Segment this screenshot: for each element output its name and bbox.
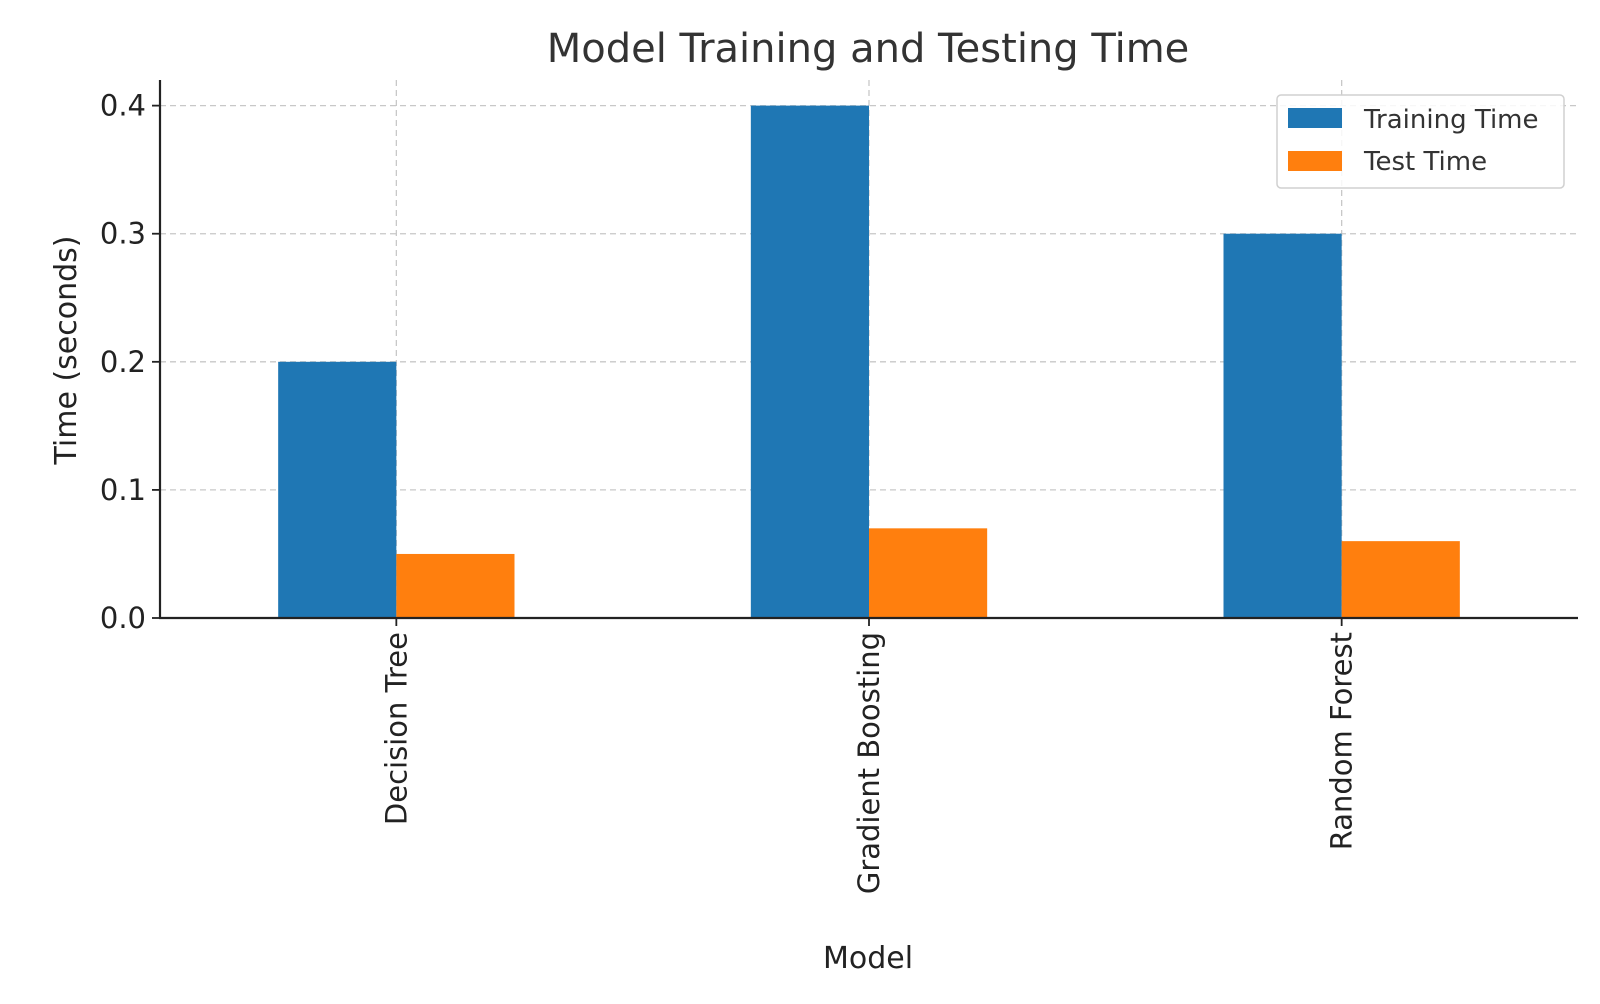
- x-tick-label-random-forest: Random Forest: [1325, 632, 1359, 850]
- bar-test-time-gradient-boosting: [869, 528, 988, 618]
- legend: Training Time Test Time: [1276, 94, 1565, 189]
- legend-label-test-time: Test Time: [1363, 147, 1487, 177]
- axis-layer: 0.0 0.1 0.2 0.3 0.4 Decision Tree Gradient Boo…: [100, 80, 1578, 894]
- bar-training-time-gradient-boosting: [750, 105, 869, 619]
- y-tick-label-2: 0.2: [100, 345, 146, 379]
- chart-title: Model Training and Testing Time: [547, 26, 1190, 72]
- bar-test-time-decision-tree: [396, 553, 515, 618]
- y-tick-label-4: 0.4: [100, 89, 146, 123]
- legend-swatch-training-time: [1288, 108, 1342, 128]
- x-axis-label: Model: [823, 941, 913, 976]
- legend-label-training-time: Training Time: [1363, 105, 1538, 135]
- y-tick-label-1: 0.1: [100, 473, 146, 507]
- x-tick-label-gradient-boosting: Gradient Boosting: [852, 632, 886, 894]
- y-tick-label-3: 0.3: [100, 217, 146, 251]
- bar-training-time-decision-tree: [278, 361, 397, 618]
- bar-test-time-random-forest: [1341, 541, 1460, 618]
- bar-layer: [278, 105, 1460, 619]
- y-axis-label: Time (seconds): [49, 236, 84, 466]
- y-tick-label-0: 0.0: [100, 601, 146, 635]
- bar-training-time-random-forest: [1223, 233, 1342, 618]
- x-tick-label-decision-tree: Decision Tree: [379, 632, 413, 825]
- legend-frame: [1276, 94, 1565, 189]
- legend-swatch-test-time: [1288, 151, 1342, 171]
